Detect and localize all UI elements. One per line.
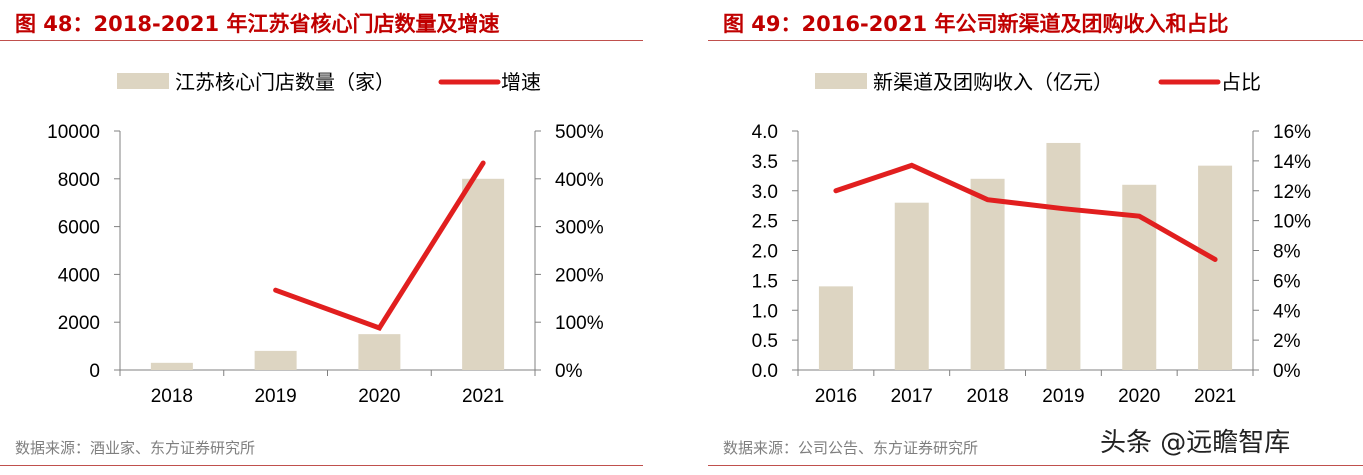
left-tick-label: 2000 xyxy=(58,313,100,334)
panel-bottom-rule xyxy=(708,465,1363,466)
bar-2019 xyxy=(1046,142,1081,370)
data-source: 数据来源：酒业家、东方证券研究所 xyxy=(15,439,256,457)
right-tick-label: 400% xyxy=(555,170,604,191)
legend-swatch-bar xyxy=(815,73,867,89)
left-tick-label: 3.0 xyxy=(752,182,778,203)
x-tick-label: 2020 xyxy=(1118,386,1160,407)
x-tick-label: 2016 xyxy=(815,386,857,407)
series-line xyxy=(273,160,486,331)
bar-2018 xyxy=(150,362,193,370)
x-tick-label: 2019 xyxy=(254,386,296,407)
chart-title: 图 48：2018-2021 年江苏省核心门店数量及增速 xyxy=(15,12,500,36)
chart-48-svg: 江苏核心门店数量（家） 增速 0 2000 4000 6000 8000 10000 0% 100… xyxy=(47,70,604,407)
left-tick-label: 1.5 xyxy=(752,271,778,292)
right-tick-label: 14% xyxy=(1273,152,1311,173)
legend-label-bar: 新渠道及团购收入（亿元） xyxy=(873,70,1113,94)
legend-label-line: 增速 xyxy=(501,70,541,94)
x-tick-label: 2021 xyxy=(1194,386,1236,407)
bar-2018 xyxy=(970,178,1005,370)
left-tick-label: 2.5 xyxy=(752,212,778,233)
right-tick-label: 100% xyxy=(555,313,604,334)
x-tick-label: 2020 xyxy=(358,386,400,407)
data-source: 数据来源：公司公告、东方证券研究所 xyxy=(723,439,979,457)
right-tick-label: 300% xyxy=(555,218,604,239)
right-tick-label: 16% xyxy=(1273,122,1311,143)
left-tick-label: 4.0 xyxy=(752,122,778,143)
chart-49-svg: 新渠道及团购收入（亿元） 占比 0.0 0.5 1.0 1.5 2.0 2.5 3.0 3.5 4.… xyxy=(752,70,1312,407)
chart-title: 图 49：2016-2021 年公司新渠道及团购收入和占比 xyxy=(723,12,1229,36)
left-tick-label: 4000 xyxy=(58,265,100,286)
panel-title-rule xyxy=(708,0,1363,41)
legend-swatch-bar xyxy=(117,73,169,89)
x-tick-label: 2018 xyxy=(151,386,193,407)
right-tick-label: 2% xyxy=(1273,331,1301,352)
left-tick-label: 0 xyxy=(89,361,100,382)
left-tick-label: 1.0 xyxy=(752,301,778,322)
panel-bottom-rule xyxy=(0,465,643,466)
right-tick-label: 4% xyxy=(1273,301,1301,322)
bar-2021 xyxy=(462,178,505,370)
right-tick-label: 0% xyxy=(555,361,583,382)
bar-2017 xyxy=(894,202,929,370)
right-tick-label: 200% xyxy=(555,265,604,286)
left-tick-label: 3.5 xyxy=(752,152,778,173)
watermark: 头条 @远瞻智库 xyxy=(1100,428,1291,458)
right-tick-label: 8% xyxy=(1273,242,1301,263)
bar-2020 xyxy=(358,334,401,370)
right-tick-label: 10% xyxy=(1273,212,1311,233)
bar-2016 xyxy=(818,286,853,370)
left-tick-label: 10000 xyxy=(47,122,100,143)
bar-2019 xyxy=(254,350,297,370)
left-tick-label: 0.0 xyxy=(752,361,778,382)
bar-2021 xyxy=(1198,165,1233,370)
right-tick-label: 500% xyxy=(555,122,604,143)
x-tick-label: 2019 xyxy=(1042,386,1084,407)
x-tick-label: 2017 xyxy=(891,386,933,407)
chart-panel-48: 图 48：2018-2021 年江苏省核心门店数量及增速 江苏核心门店数量（家）… xyxy=(0,0,643,475)
right-tick-label: 6% xyxy=(1273,271,1301,292)
right-tick-label: 12% xyxy=(1273,182,1311,203)
legend-label-bar: 江苏核心门店数量（家） xyxy=(175,70,395,94)
left-tick-label: 6000 xyxy=(58,218,100,239)
right-tick-label: 0% xyxy=(1273,361,1301,382)
legend-label-line: 占比 xyxy=(1221,70,1261,94)
left-tick-label: 0.5 xyxy=(752,331,778,352)
panel-title-rule xyxy=(0,0,643,41)
x-tick-label: 2018 xyxy=(966,386,1008,407)
left-tick-label: 8000 xyxy=(58,170,100,191)
chart-panel-49: 图 49：2016-2021 年公司新渠道及团购收入和占比 新渠道及团购收入（亿… xyxy=(708,0,1363,475)
x-tick-label: 2021 xyxy=(462,386,504,407)
series-line xyxy=(833,162,1218,262)
left-tick-label: 2.0 xyxy=(752,242,778,263)
